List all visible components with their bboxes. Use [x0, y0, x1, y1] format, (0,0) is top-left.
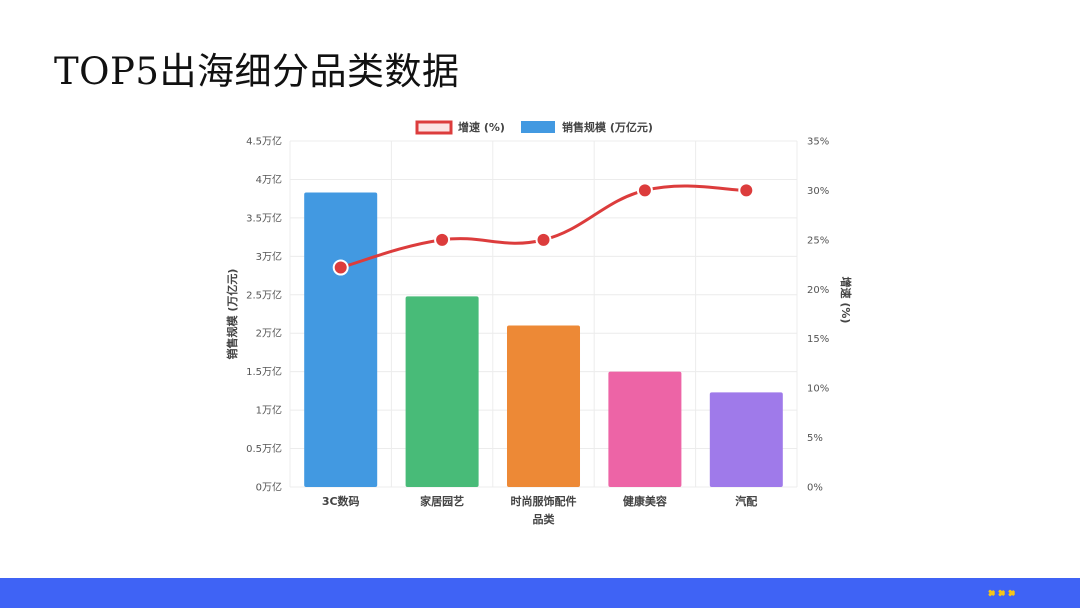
y-tick-label: 1.5万亿 [246, 365, 282, 378]
slide-title: TOP5出海细分品类数据 [54, 50, 460, 93]
x-tick-label: 健康美容 [623, 494, 667, 508]
y-tick-label: 3万亿 [256, 250, 282, 263]
bar-2 [405, 296, 479, 487]
legend-label-growth: 增速 (%) [458, 120, 505, 134]
y-tick-label: 0.5万亿 [246, 442, 282, 455]
y2-tick-label: 0% [807, 483, 823, 494]
x-tick-label: 时尚服饰配件 [511, 494, 577, 508]
chevron-right-icon [998, 587, 1006, 599]
growth-point-4 [636, 182, 653, 199]
triple-chevron-right-icon [988, 587, 1016, 599]
x-axis-title: 品类 [533, 512, 556, 526]
y2-tick-label: 15% [807, 334, 829, 345]
y-tick-label: 2万亿 [256, 327, 282, 340]
y-tick-label: 0万亿 [256, 481, 282, 494]
y2-tick-label: 25% [807, 235, 829, 246]
x-tick-label: 汽配 [735, 494, 757, 508]
bar-5 [709, 392, 783, 487]
y-tick-label: 4万亿 [256, 173, 282, 186]
bar-1 [304, 192, 378, 487]
growth-point-1 [332, 259, 349, 276]
y2-tick-label: 10% [807, 384, 829, 395]
legend-swatch-growth [415, 120, 453, 135]
combo-chart: 0万亿 0.5万亿 1万亿 1.5万亿 2万亿 2.5万亿 3万亿 3.5万亿 4万亿 4.5万亿… [225, 120, 853, 526]
legend-label-sales: 销售规模 (万亿元) [562, 120, 653, 134]
y-tick-label: 1万亿 [256, 404, 282, 417]
growth-point-3 [535, 231, 552, 248]
y-tick-label: 4.5万亿 [246, 135, 282, 148]
x-tick-label: 3C数码 [322, 494, 360, 508]
y2-tick-label: 20% [807, 285, 829, 296]
y2-tick-label: 35% [807, 137, 829, 148]
y2-tick-label: 5% [807, 433, 823, 444]
y2-axis-title: 增速 (%) [839, 277, 853, 324]
y-axis-title: 销售规模 (万亿元) [225, 269, 239, 360]
growth-line [340, 184, 747, 269]
chevron-right-icon [1008, 587, 1016, 599]
bar-3 [506, 325, 581, 487]
y-tick-label: 2.5万亿 [246, 288, 282, 301]
y2-tick-label: 30% [807, 186, 829, 197]
legend-swatch-sales [521, 121, 555, 133]
bottom-bar [0, 578, 1080, 608]
growth-point-2 [434, 231, 451, 248]
bar-4 [608, 371, 682, 487]
chevron-right-icon [988, 587, 996, 599]
y-tick-label: 3.5万亿 [246, 211, 282, 224]
x-tick-label: 家居园艺 [420, 494, 464, 508]
growth-point-5 [738, 182, 755, 199]
